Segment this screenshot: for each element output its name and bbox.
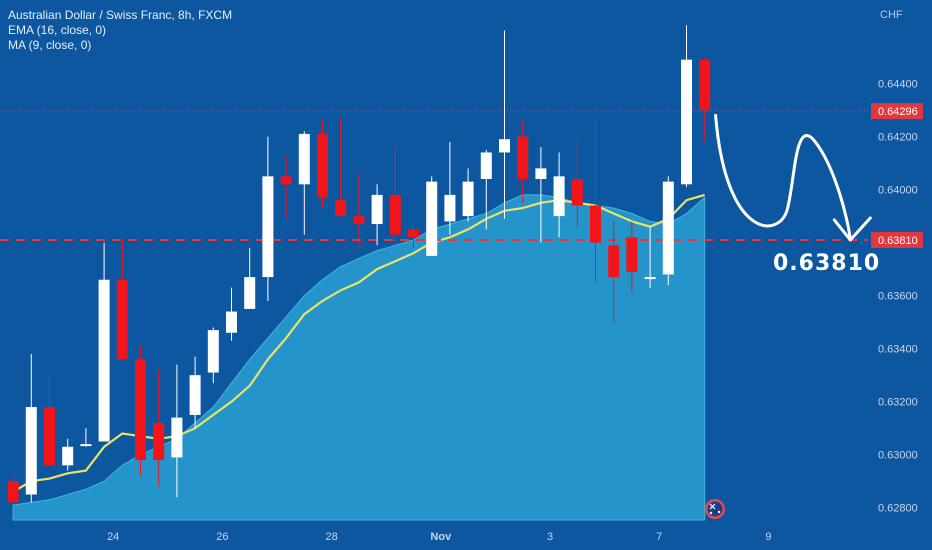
projection-arrow <box>714 113 852 242</box>
candle-body[interactable] <box>317 133 328 198</box>
ema-indicator-label[interactable]: EMA (16, close, 0) <box>8 23 107 37</box>
chart-legend: Australian Dollar / Swiss Franc, 8h, FXC… <box>8 8 232 53</box>
y-tick-label: 0.63400 <box>878 344 918 356</box>
candle-body[interactable] <box>298 133 310 185</box>
y-tick-label: 0.62800 <box>878 503 918 515</box>
current-price-tag-label: 0.64296 <box>878 106 918 118</box>
candle-body[interactable] <box>135 359 146 461</box>
candle-body[interactable] <box>699 59 711 111</box>
x-tick-label: 24 <box>107 531 119 543</box>
candle-body[interactable] <box>44 406 55 466</box>
candle-body[interactable] <box>535 168 547 179</box>
y-tick-label: 0.63000 <box>878 450 918 462</box>
candle-body[interactable] <box>644 277 656 280</box>
candle-body[interactable] <box>571 178 583 206</box>
flag-cross-icon <box>709 503 716 510</box>
candle-body[interactable] <box>444 194 456 222</box>
candle-body[interactable] <box>116 279 128 360</box>
candle-body[interactable] <box>226 311 237 333</box>
x-tick-label: 26 <box>216 531 228 543</box>
candle-body[interactable] <box>62 446 74 466</box>
candle-body[interactable] <box>244 277 256 309</box>
candle-body[interactable] <box>335 200 347 217</box>
flag-star-icon <box>709 511 713 515</box>
candle-body[interactable] <box>626 237 638 272</box>
candle-body[interactable] <box>662 181 674 275</box>
candle-body[interactable] <box>80 444 92 447</box>
target-price-tag-label: 0.63810 <box>878 235 918 247</box>
candle-body[interactable] <box>371 194 383 225</box>
candle-body[interactable] <box>590 205 601 243</box>
y-tick-label: 0.64200 <box>878 132 918 144</box>
y-tick-label: 0.64000 <box>878 185 918 197</box>
x-tick-label: 3 <box>547 531 553 543</box>
candle-body[interactable] <box>553 176 565 217</box>
candle-body[interactable] <box>499 139 510 153</box>
candle-body[interactable] <box>189 375 201 415</box>
candle-body[interactable] <box>262 176 274 278</box>
x-tick-label: 9 <box>765 531 771 543</box>
candle-body[interactable] <box>153 422 165 461</box>
target-price-annotation: 0.63810 <box>773 251 880 276</box>
currency-label: CHF <box>880 9 903 21</box>
candle-body[interactable] <box>171 417 183 458</box>
candle-body[interactable] <box>426 181 438 256</box>
target-price-tag <box>871 231 923 248</box>
chart-title: Australian Dollar / Swiss Franc, 8h, FXC… <box>8 8 233 22</box>
ma-indicator-label[interactable]: MA (9, close, 0) <box>8 38 92 52</box>
candle-body[interactable] <box>608 245 620 278</box>
candle-body[interactable] <box>408 229 419 238</box>
candle-body[interactable] <box>207 330 219 373</box>
flag-star-icon <box>717 510 721 514</box>
x-tick-label: 7 <box>656 531 662 543</box>
ema-line <box>12 193 706 493</box>
candle-body[interactable] <box>462 181 474 217</box>
candle-body[interactable] <box>353 216 365 225</box>
x-tick-label: 28 <box>325 531 337 543</box>
candle-body[interactable] <box>389 194 401 235</box>
candle-body[interactable] <box>98 279 110 442</box>
y-tick-label: 0.63600 <box>878 291 918 303</box>
candle-body[interactable] <box>517 136 529 179</box>
x-tick-label: Nov <box>430 531 452 543</box>
projection-arrowhead <box>832 216 872 242</box>
candle-body[interactable] <box>681 59 692 185</box>
candle-body[interactable] <box>480 152 492 179</box>
y-tick-label: 0.64400 <box>878 79 918 91</box>
current-price-tag <box>871 103 923 120</box>
candle-body[interactable] <box>280 176 292 185</box>
candle-body[interactable] <box>25 406 37 495</box>
y-tick-label: 0.63200 <box>878 397 918 409</box>
candle-body[interactable] <box>7 481 19 503</box>
